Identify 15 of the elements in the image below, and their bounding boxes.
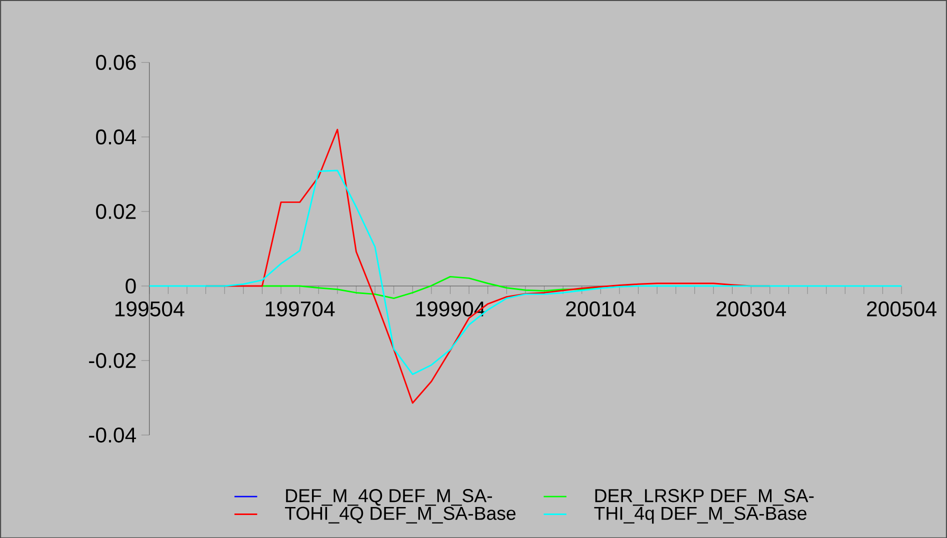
x-tick-label: 199504 <box>115 301 184 316</box>
x-tick-label: 200304 <box>716 301 786 316</box>
legend-label: THI_4q DEF_M_SA-Base <box>594 506 806 524</box>
x-tick-label: 200504 <box>867 301 936 316</box>
y-tick-label: 0.06 <box>96 54 136 70</box>
y-tick-label: 0 <box>126 278 136 294</box>
y-tick-label: -0.04 <box>89 427 136 442</box>
x-tick-label: 199704 <box>266 301 335 316</box>
y-tick-label: 0.02 <box>96 204 136 219</box>
legend-label: DEF_M_4Q DEF_M_SA- <box>286 488 492 506</box>
legend-label: TOHI_4Q DEF_M_SA-Base <box>284 506 516 524</box>
x-tick-label: 200104 <box>566 301 636 316</box>
legend-label: DER_LRSKP DEF_M_SA- <box>595 488 814 506</box>
y-tick-label: 0.04 <box>96 129 136 144</box>
y-tick-label: -0.02 <box>89 352 136 368</box>
